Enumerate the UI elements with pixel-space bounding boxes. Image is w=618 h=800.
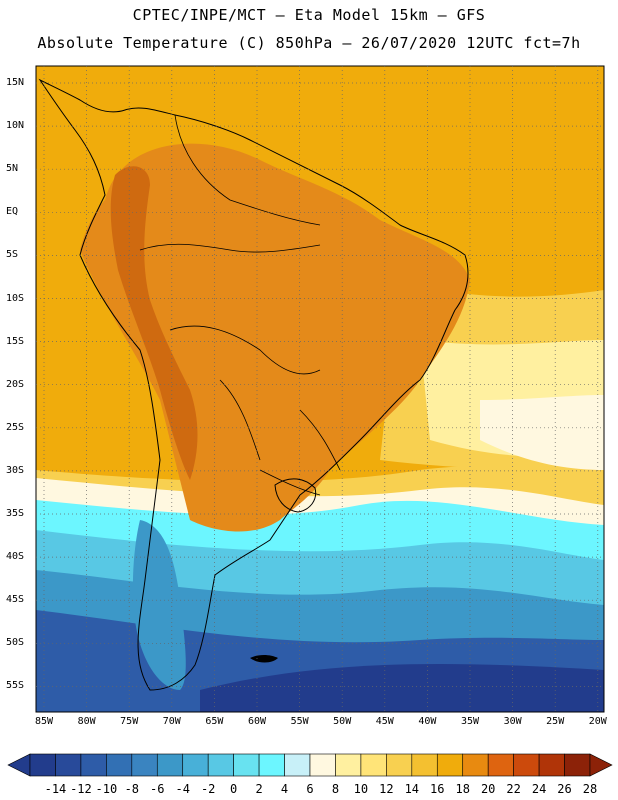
lon-label: 85W — [34, 716, 54, 727]
border-lines — [139, 114, 341, 496]
lat-label: 10N — [6, 120, 25, 132]
colorbar-swatch — [309, 753, 336, 777]
colorbar-left-arrow — [7, 753, 31, 777]
colorbar-label: 4 — [280, 782, 289, 796]
andes-hot — [110, 166, 198, 481]
colorbar-label: -6 — [150, 782, 165, 796]
colorbar-swatch — [564, 753, 591, 777]
lat-label: EQ — [6, 206, 19, 218]
colorbar-label: 8 — [331, 782, 340, 796]
lat-label: 50S — [6, 637, 25, 649]
colorbar-label: 6 — [306, 782, 314, 796]
uruguay-border — [274, 478, 317, 513]
colorbar-label: -10 — [95, 782, 118, 796]
colorbar-swatch — [335, 753, 362, 777]
colorbar-swatch — [487, 753, 514, 777]
lon-label: 50W — [333, 716, 352, 727]
colorbar-label: 26 — [557, 782, 572, 796]
colorbar-swatch — [436, 753, 464, 777]
colorbar-swatch — [513, 753, 540, 777]
lat-label: 25S — [6, 421, 25, 433]
colorbar-label: -4 — [175, 782, 190, 796]
colorbar-right-arrow — [589, 753, 613, 777]
patagonia-cold — [132, 520, 186, 690]
lon-label: 60W — [247, 716, 267, 727]
colorbar-label: 16 — [430, 782, 445, 796]
lat-label: 10S — [6, 292, 25, 304]
colorbar-label: -12 — [70, 782, 92, 796]
colorbar-swatch — [207, 753, 234, 777]
colorbar-label: 18 — [455, 782, 470, 796]
map-frame — [35, 65, 605, 713]
lat-label: 15S — [6, 335, 25, 347]
lon-label: 55W — [290, 716, 309, 727]
colorbar-swatch — [538, 753, 565, 777]
cold-ocean-deepest — [200, 664, 604, 712]
colorbar-swatch — [386, 753, 413, 777]
colorbar-swatch — [284, 753, 311, 777]
colorbar-swatch — [233, 753, 260, 777]
lon-label: 70W — [162, 716, 181, 727]
colorbar-label: 22 — [506, 782, 521, 796]
lat-label: 20S — [6, 378, 25, 390]
chart-subtitle: Absolute Temperature (C) 850hPa – 26/07/… — [37, 34, 581, 52]
lat-label: 15N — [6, 77, 25, 88]
colorbar-label: 24 — [531, 782, 547, 796]
colorbar-swatch — [80, 753, 107, 777]
lat-label: 55S — [6, 680, 25, 692]
colorbar-swatch — [156, 753, 184, 777]
colorbar-swatch — [55, 753, 82, 777]
falkland-islands — [250, 655, 278, 663]
lon-label: 35W — [460, 716, 480, 727]
coastline — [38, 78, 469, 691]
colorbar-swatch — [29, 753, 56, 777]
lat-label: 45S — [6, 594, 25, 606]
colorbar-label: -14 — [44, 782, 67, 796]
colorbar-label: -2 — [200, 782, 216, 796]
colorbar-label: 10 — [353, 782, 369, 796]
chart-title: CPTEC/INPE/MCT – Eta Model 15km – GFS — [132, 6, 486, 24]
colorbar-label: -8 — [124, 782, 140, 796]
colorbar-swatch — [360, 753, 387, 777]
colorbar-label: 20 — [480, 782, 496, 796]
lat-label: 5S — [6, 249, 19, 261]
colorbar-swatch — [411, 753, 438, 777]
graticule — [36, 66, 604, 712]
colorbar-swatch — [182, 753, 209, 777]
colorbar-label: 12 — [379, 782, 394, 796]
colorbar-swatch — [258, 753, 285, 777]
lat-label: 5N — [6, 163, 19, 175]
lon-label: 25W — [546, 716, 565, 727]
colorbar-swatch — [462, 753, 489, 777]
very-pale-band — [480, 395, 604, 470]
colorbar-swatch — [106, 753, 133, 777]
colorbar-label: 0 — [230, 782, 238, 796]
lon-label: 40W — [418, 716, 437, 727]
colorbar-label: 2 — [255, 782, 263, 796]
lon-label: 80W — [77, 716, 96, 727]
lon-label: 65W — [205, 716, 224, 727]
lon-label: 30W — [503, 716, 522, 727]
colorbar — [7, 753, 613, 777]
colorbar-label: 14 — [404, 782, 420, 796]
lat-label: 30S — [6, 464, 25, 476]
lon-label: 75W — [120, 716, 139, 727]
lat-label: 35S — [6, 508, 25, 519]
colorbar-swatch — [131, 753, 158, 777]
lon-label: 45W — [375, 716, 394, 727]
lat-label: 40S — [6, 551, 25, 563]
lon-label: 20W — [588, 716, 607, 727]
colorbar-label: 28 — [582, 782, 598, 796]
